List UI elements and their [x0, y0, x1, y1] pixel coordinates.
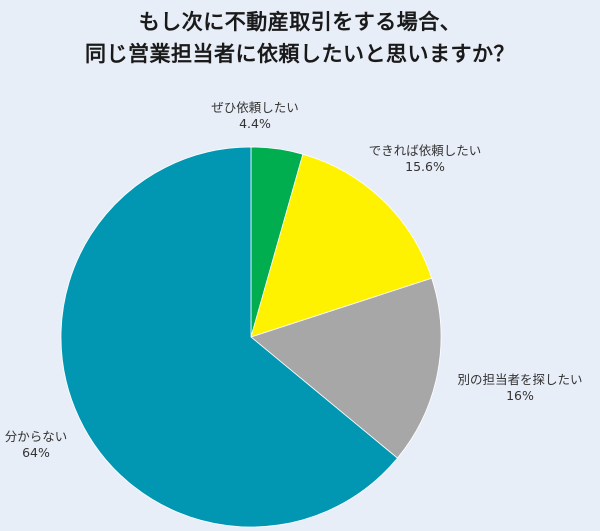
label-value: 4.4%: [239, 116, 271, 131]
chart-title-line-2: 同じ営業担当者に依頼したいと思いますか？: [85, 42, 515, 66]
label-value: 16%: [506, 388, 534, 403]
label-name: できれば依頼したい: [368, 143, 482, 158]
slice-dekireba: [250, 153, 433, 338]
label-zehi: ぜひ依頼したい 4.4%: [210, 100, 300, 132]
label-betsu: 別の担当者を探したい 16%: [440, 372, 600, 404]
label-value: 64%: [22, 445, 50, 460]
slice-betsu: [250, 277, 442, 459]
label-name: 分からない: [4, 429, 68, 444]
label-name: 別の担当者を探したい: [457, 372, 583, 387]
label-wakaranai: 分からない 64%: [0, 429, 74, 461]
chart-title-line-1: もし次に不動産取引をする場合、: [138, 10, 462, 34]
label-dekireba: できれば依頼したい 15.6%: [350, 143, 500, 175]
chart-title: もし次に不動産取引をする場合、 同じ営業担当者に依頼したいと思いますか？: [0, 6, 600, 70]
slice-wakaranai: [60, 146, 398, 528]
label-name: ぜひ依頼したい: [211, 100, 299, 115]
label-value: 15.6%: [405, 159, 445, 174]
